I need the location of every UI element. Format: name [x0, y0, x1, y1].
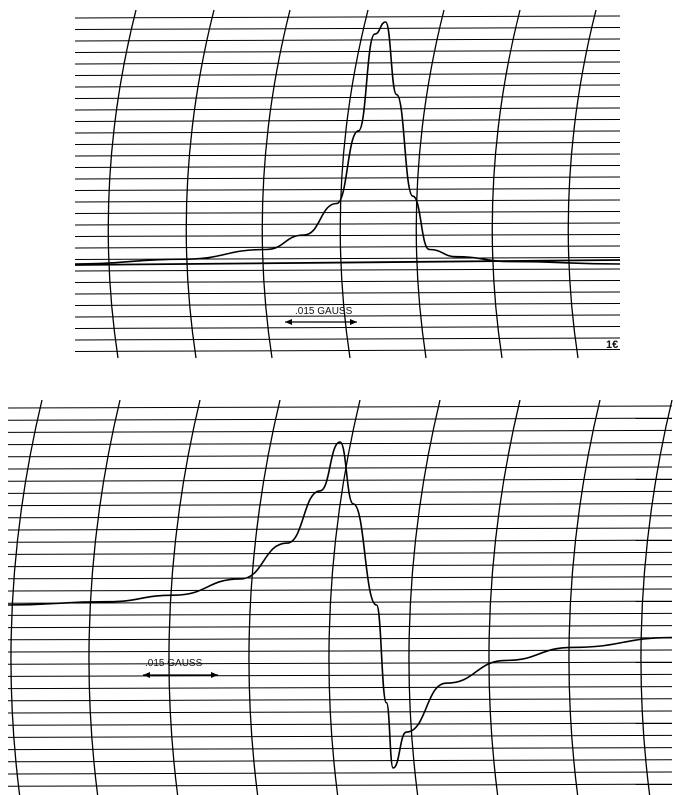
- top-arrow-right: [350, 319, 357, 325]
- bottom-grid-hline: [7, 747, 673, 751]
- top-grid-hline: [74, 314, 621, 318]
- bottom-grid-hline: [7, 698, 673, 702]
- top-grid-hline: [74, 27, 621, 30]
- top-grid-hline: [74, 38, 621, 42]
- bottom-grid-hline: [7, 673, 673, 677]
- top-grid-hline: [74, 280, 621, 283]
- bottom-grid-hline: [7, 564, 673, 568]
- bottom-grid-hline: [7, 539, 673, 543]
- top-grid-hline: [74, 349, 621, 352]
- bottom-arrow-left: [143, 672, 150, 678]
- top-grid-hline: [74, 245, 621, 249]
- top-grid-hline: [74, 199, 621, 203]
- bottom-grid-hline: [7, 686, 673, 690]
- top-grid-hline: [74, 50, 621, 53]
- top-grid-hline: [74, 61, 621, 65]
- bottom-grid-arc: [328, 399, 361, 795]
- bottom-grid-arc: [248, 399, 281, 795]
- bottom-grid-hline: [7, 710, 673, 714]
- bottom-grid-hline: [7, 515, 673, 519]
- top-grid-arc: [491, 9, 521, 359]
- bottom-grid-arc: [408, 399, 441, 795]
- bottom-grid-hline: [7, 405, 673, 409]
- bottom-grid-hline: [7, 490, 673, 494]
- top-grid-arc: [339, 9, 369, 359]
- bottom-grid-hline: [7, 600, 673, 604]
- top-scale-bar: .015 GAUSS: [285, 306, 357, 325]
- top-grid-hline: [74, 188, 621, 191]
- top-arrow-left: [285, 319, 292, 325]
- bottom-arrow-right: [211, 672, 218, 678]
- bottom-grid-hline: [7, 576, 673, 580]
- top-grid-arc: [567, 9, 597, 359]
- bottom-grid-hline: [7, 527, 673, 531]
- bottom-grid-hline: [7, 551, 673, 555]
- top-grid-hline: [74, 153, 621, 157]
- top-edge-mark: 1€: [606, 339, 618, 351]
- top-grid-hline: [74, 303, 621, 306]
- bottom-grid-hline: [7, 429, 673, 433]
- top-grid-hline: [74, 15, 621, 19]
- bottom-chart: .015 GAUSS: [7, 399, 673, 795]
- bottom-grid-hline: [7, 625, 673, 629]
- top-grid-arc: [107, 9, 137, 359]
- bottom-grid-arc: [88, 399, 121, 795]
- bottom-grid-hline: [7, 454, 673, 458]
- top-grid-arc: [185, 9, 215, 359]
- bottom-grid-arc: [168, 399, 201, 795]
- bottom-grid-hline: [7, 783, 673, 787]
- bottom-grid-hline: [7, 734, 673, 738]
- top-grid-hline: [74, 326, 621, 329]
- top-scale-label: .015 GAUSS: [295, 306, 353, 317]
- bottom-grid-arc: [640, 399, 673, 795]
- top-trace: [74, 21, 621, 265]
- top-grid-hline: [74, 130, 621, 134]
- top-grid-arc: [415, 9, 445, 359]
- bottom-scale-bar: .015 GAUSS: [143, 658, 218, 678]
- top-grid-hline: [74, 211, 621, 214]
- top-grid-hline: [74, 222, 621, 226]
- top-grid-hline: [74, 107, 621, 111]
- top-grid-hline: [74, 96, 621, 99]
- bottom-grid: [7, 399, 673, 795]
- bottom-grid-hline: [7, 588, 673, 592]
- bottom-grid-hline: [7, 759, 673, 763]
- top-grid-hline: [74, 268, 621, 272]
- bottom-grid-arc: [488, 399, 521, 795]
- bottom-grid-hline: [7, 722, 673, 726]
- top-chart: .015 GAUSS 1€: [74, 9, 621, 359]
- top-grid-hline: [74, 234, 621, 237]
- top-grid-hline: [74, 176, 621, 180]
- top-grid-hline: [74, 291, 621, 295]
- bottom-grid-hline: [7, 466, 673, 470]
- bottom-grid-hline: [7, 637, 673, 641]
- bottom-grid-hline: [7, 478, 673, 482]
- bottom-grid-hline: [7, 649, 673, 653]
- top-grid-hline: [74, 84, 621, 88]
- top-grid-hline: [74, 73, 621, 76]
- bottom-grid-arc: [10, 399, 43, 795]
- top-grid-arc: [261, 9, 291, 359]
- bottom-grid-hline: [7, 417, 673, 421]
- bottom-grid-hline: [7, 612, 673, 616]
- top-grid-hline: [74, 142, 621, 145]
- bottom-scale-label: .015 GAUSS: [145, 658, 203, 669]
- bottom-grid-hline: [7, 442, 673, 446]
- bottom-grid-arc: [568, 399, 601, 795]
- bottom-trace: [7, 441, 673, 769]
- bottom-grid-hline: [7, 771, 673, 775]
- bottom-grid-hline: [7, 661, 673, 665]
- top-baseline: [74, 259, 621, 266]
